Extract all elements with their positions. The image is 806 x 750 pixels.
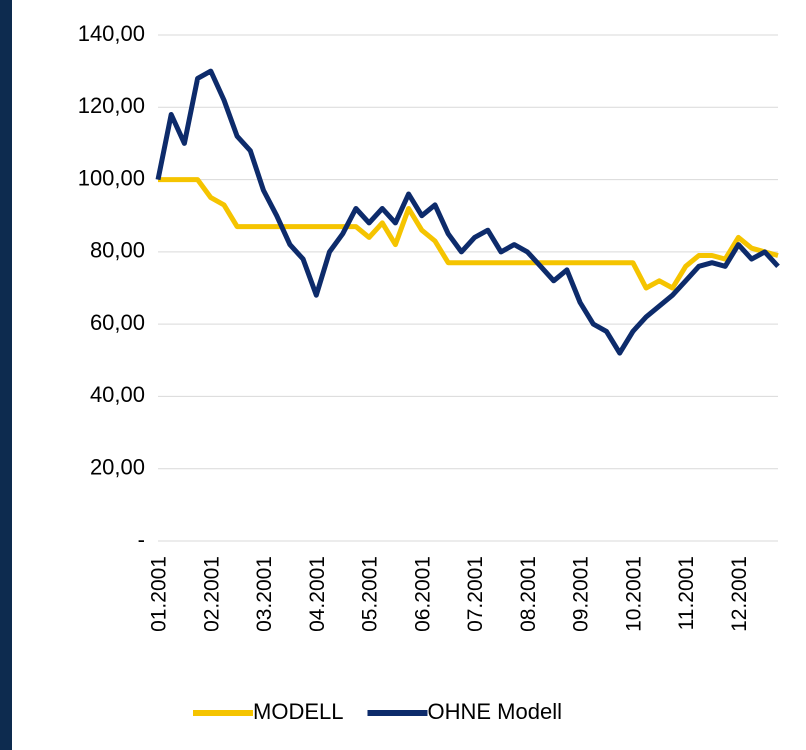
x-tick-label: 12.2001	[728, 556, 751, 632]
y-tick-label: 60,00	[90, 310, 145, 335]
x-tick-label: 09.2001	[570, 556, 593, 632]
legend-label: MODELL	[253, 699, 343, 724]
left-border	[0, 0, 12, 750]
grid	[158, 34, 778, 542]
axis-labels: - 20,00 40,00 60,00 80,00 100,00 120,00 140,00 0…	[78, 21, 751, 632]
x-tick-label: 05.2001	[359, 556, 382, 632]
y-tick-label: 40,00	[90, 382, 145, 407]
y-tick-label: 120,00	[78, 93, 145, 118]
x-tick-label: 03.2001	[253, 556, 276, 632]
y-tick-label: 20,00	[90, 455, 145, 480]
x-tick-label: 06.2001	[411, 556, 434, 632]
plot	[155, 68, 780, 356]
x-tick-label: 11.2001	[675, 556, 698, 630]
y-tick-label: -	[138, 527, 145, 552]
x-tick-label: 10.2001	[622, 556, 645, 632]
x-tick-label: 01.2001	[148, 556, 171, 632]
x-tick-label: 02.2001	[200, 556, 223, 632]
legend: MODELL OHNE Modell	[193, 699, 562, 724]
series-line	[155, 68, 780, 356]
legend-label: OHNE Modell	[427, 699, 561, 724]
series-line	[158, 177, 779, 291]
y-tick-label: 100,00	[78, 165, 145, 190]
x-tick-label: 07.2001	[464, 556, 487, 632]
y-tick-label: 140,00	[78, 21, 145, 46]
x-tick-label: 08.2001	[517, 556, 540, 632]
x-tick-label: 04.2001	[306, 556, 329, 632]
y-tick-label: 80,00	[90, 238, 145, 263]
